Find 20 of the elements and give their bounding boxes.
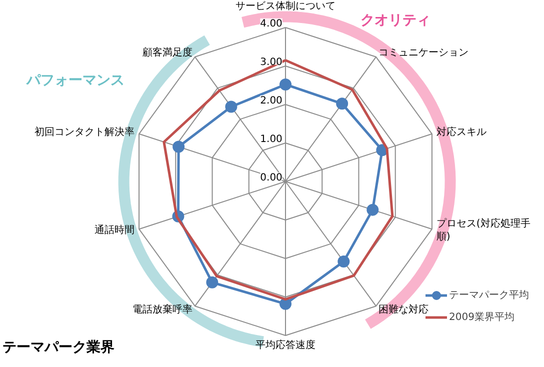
legend-label: 2009業界平均: [449, 310, 514, 324]
text: クオリティ: [360, 12, 430, 28]
spoke-label: 電話放棄呼率: [132, 303, 192, 316]
spoke-label: 顧客満足度: [142, 46, 192, 59]
spoke-label: 初回コンタクト解決率: [34, 126, 135, 138]
y-tick-label: 4.00: [260, 18, 282, 30]
spoke-label: 対応スキル: [436, 126, 486, 138]
y-tick-label: 3.00: [260, 56, 282, 68]
y-tick-label: 1.00: [260, 134, 282, 145]
text: パフォーマンス: [26, 72, 124, 88]
y-tick-label: 0.00: [260, 172, 282, 184]
spoke-label: サービス体制について: [236, 0, 336, 12]
text: テーマパーク業界: [2, 340, 114, 356]
spoke-label: 平均応答速度: [256, 339, 316, 352]
spoke-label: 困難な対応: [378, 303, 429, 316]
spoke-label: 通話時間: [94, 224, 135, 236]
y-tick-label: 2.00: [260, 95, 282, 106]
spoke-label: プロセス(対応処理手順): [436, 217, 530, 243]
spoke-label: コミュニケーション: [378, 48, 469, 59]
legend-label: テーマパーク平均: [449, 289, 529, 302]
